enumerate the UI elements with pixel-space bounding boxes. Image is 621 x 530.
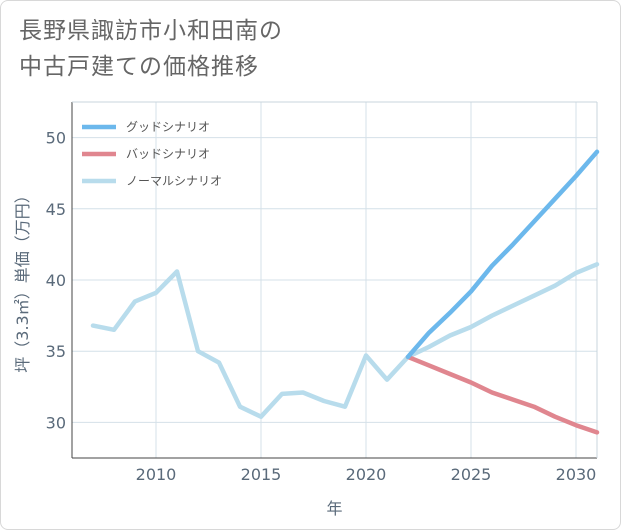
series-line-2	[90, 262, 600, 419]
x-tick-label: 2025	[451, 465, 492, 484]
legend-label-0: グッドシナリオ	[126, 120, 210, 134]
series-line-1	[405, 354, 600, 435]
title-line-1: 長野県諏訪市小和田南の	[19, 18, 283, 44]
y-axis-title: 坪（3.3㎡）単価（万円）	[13, 187, 32, 372]
y-tick-label: 45	[46, 200, 66, 219]
y-tick-label: 30	[46, 413, 66, 432]
x-tick-label: 2020	[346, 465, 387, 484]
legend-label-2: ノーマルシナリオ	[126, 174, 222, 188]
title-line-2: 中古戸建ての価格推移	[19, 54, 259, 80]
y-tick-label: 35	[46, 342, 66, 361]
x-tick-label: 2030	[556, 465, 597, 484]
x-tick-label: 2010	[136, 465, 177, 484]
x-tick-label: 2015	[241, 465, 282, 484]
y-tick-label: 40	[46, 271, 66, 290]
chart-title: 長野県諏訪市小和田南の 中古戸建ての価格推移	[19, 13, 579, 85]
legend-label-1: バッドシナリオ	[126, 147, 210, 161]
y-tick-label: 50	[46, 129, 66, 148]
series-line-0	[405, 149, 600, 360]
x-axis-title: 年	[326, 499, 342, 518]
